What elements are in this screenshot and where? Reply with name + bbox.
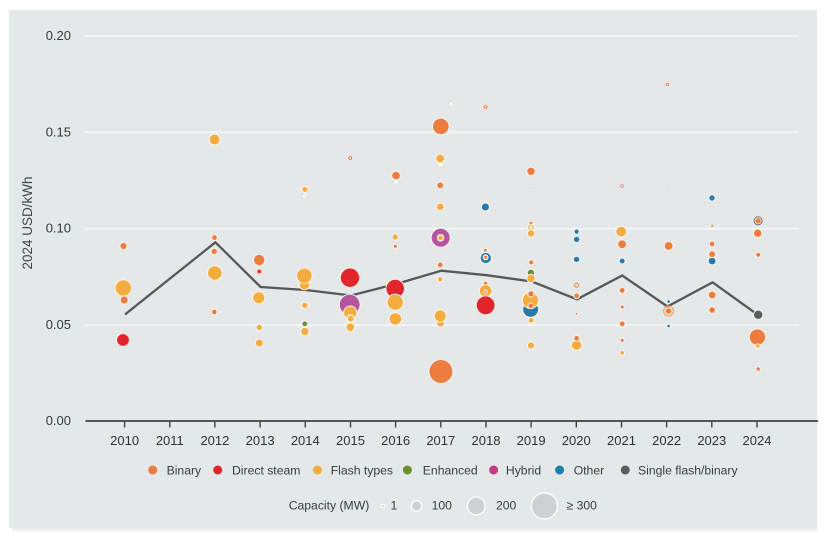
svg-text:100: 100 <box>432 499 453 513</box>
svg-text:2017: 2017 <box>426 433 455 448</box>
svg-text:Enhanced: Enhanced <box>423 464 478 478</box>
svg-text:2013: 2013 <box>246 433 275 448</box>
svg-text:2014: 2014 <box>291 433 320 448</box>
svg-text:1: 1 <box>391 499 398 513</box>
svg-text:Other: Other <box>574 464 604 478</box>
svg-text:2023: 2023 <box>697 433 726 448</box>
svg-text:Direct steam: Direct steam <box>232 464 300 478</box>
svg-text:Capacity (MW): Capacity (MW) <box>289 499 370 513</box>
svg-text:0.20: 0.20 <box>46 28 71 43</box>
svg-text:≥ 300: ≥ 300 <box>567 499 598 513</box>
svg-text:200: 200 <box>496 499 517 513</box>
svg-text:Single flash/binary: Single flash/binary <box>638 464 738 478</box>
svg-text:2020: 2020 <box>562 433 591 448</box>
svg-text:0.15: 0.15 <box>46 124 71 139</box>
svg-text:2012: 2012 <box>200 433 229 448</box>
svg-text:Flash types: Flash types <box>331 464 393 478</box>
svg-text:2024: 2024 <box>743 433 772 448</box>
svg-text:2019: 2019 <box>517 433 546 448</box>
svg-text:2015: 2015 <box>336 433 365 448</box>
svg-text:0.05: 0.05 <box>46 317 71 332</box>
svg-text:2016: 2016 <box>381 433 410 448</box>
svg-text:0.10: 0.10 <box>46 221 71 236</box>
svg-text:Hybrid: Hybrid <box>506 464 541 478</box>
svg-text:2021: 2021 <box>607 433 636 448</box>
svg-text:2018: 2018 <box>472 433 501 448</box>
svg-text:Binary: Binary <box>167 464 202 478</box>
svg-text:2011: 2011 <box>156 433 184 448</box>
svg-text:2010: 2010 <box>110 433 139 448</box>
svg-text:2022: 2022 <box>652 433 681 448</box>
svg-text:2024 USD/kWh: 2024 USD/kWh <box>20 176 35 269</box>
svg-text:0.00: 0.00 <box>46 413 71 428</box>
